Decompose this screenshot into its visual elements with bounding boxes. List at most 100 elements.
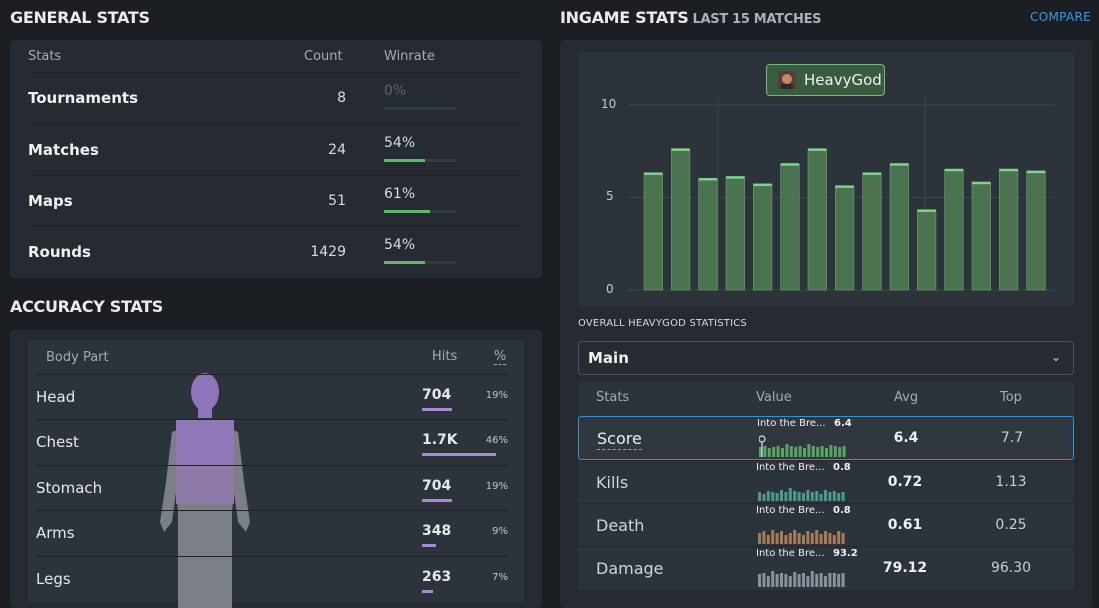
chart-bar[interactable] xyxy=(862,173,882,291)
spark-bar xyxy=(811,446,815,457)
stats-header-top: Top xyxy=(1000,390,1022,405)
stats-row-kills[interactable]: Kills Into the Bre... 0.8 0.72 1.13 xyxy=(578,460,1074,503)
spark-bar xyxy=(828,492,832,501)
table-row: Chest 1.7K 46% xyxy=(36,419,508,464)
sparkline[interactable] xyxy=(758,520,848,544)
overall-stats-label: OVERALL HEAVYGOD STATISTICS xyxy=(578,318,747,329)
winrate-bar-fill xyxy=(384,159,425,162)
general-header-stats: Stats xyxy=(28,49,62,64)
spark-bar xyxy=(816,447,820,457)
score-bar-chart xyxy=(628,97,1054,291)
spark-bar xyxy=(807,444,811,457)
ingame-subtitle: LAST 15 MATCHES xyxy=(692,12,822,27)
stat-avg: 79.12 xyxy=(882,560,928,576)
accuracy-header-pct[interactable]: % xyxy=(494,349,507,365)
spark-bar xyxy=(837,531,841,544)
chart-bar-top xyxy=(726,176,745,179)
general-stats-panel: Stats Count Winrate Tournaments 8 0% Matche… xyxy=(10,40,542,278)
spark-bar xyxy=(766,535,770,544)
ingame-title-text: INGAME STATS xyxy=(560,8,689,27)
chart-bar[interactable] xyxy=(971,182,991,291)
winrate-bar-fill xyxy=(384,261,425,264)
spark-value: 6.4 xyxy=(834,418,852,429)
spark-bar xyxy=(775,574,779,587)
sparkline[interactable] xyxy=(758,563,848,587)
general-row-count: 1429 xyxy=(310,244,346,260)
chart-bar-top xyxy=(753,183,772,187)
spark-bar xyxy=(793,530,797,544)
y-tick-5: 5 xyxy=(606,189,614,203)
chart-bar[interactable] xyxy=(889,163,909,291)
y-tick-0: 0 xyxy=(606,282,614,296)
stats-row-score[interactable]: Score Into the Bre... 6.4 6.4 7.7 xyxy=(578,416,1074,460)
chart-bar[interactable] xyxy=(835,186,855,291)
y-tick-10: 10 xyxy=(601,97,617,111)
winrate-bar-track xyxy=(384,210,456,213)
chart-bar[interactable] xyxy=(643,173,663,291)
body-part-name: Legs xyxy=(36,570,71,588)
spark-bar xyxy=(825,448,828,457)
chart-bar[interactable] xyxy=(780,163,800,291)
table-row: Stomach 704 19% xyxy=(36,465,508,510)
stats-header-avg: Avg xyxy=(894,390,919,405)
body-part-pct: 9% xyxy=(492,526,508,537)
spark-bar xyxy=(767,448,771,457)
spark-bar xyxy=(819,534,823,544)
chart-bar[interactable] xyxy=(725,176,745,291)
general-row-winrate: 61% xyxy=(384,186,416,202)
general-row-name: Rounds xyxy=(28,243,91,261)
body-part-hits: 348 xyxy=(422,523,452,539)
chart-bar[interactable] xyxy=(999,169,1019,291)
stats-row-death[interactable]: Death Into the Bre... 0.8 0.61 0.25 xyxy=(578,503,1074,546)
spark-bar xyxy=(828,533,832,544)
spark-bar xyxy=(775,533,779,544)
chart-bar[interactable] xyxy=(807,149,827,291)
chart-bar[interactable] xyxy=(671,149,691,291)
chart-bar[interactable] xyxy=(753,184,773,291)
chart-bar-top xyxy=(972,181,991,185)
spark-bar xyxy=(802,535,805,544)
spark-bar xyxy=(810,533,814,544)
spark-bar xyxy=(806,490,810,501)
spark-bar xyxy=(758,574,761,587)
stats-category-select[interactable]: Main ⌄ xyxy=(578,341,1074,375)
table-row: Arms 348 9% xyxy=(36,510,508,555)
spark-bar xyxy=(832,491,836,501)
spark-bar xyxy=(824,531,827,544)
table-row: Matches 24 54% xyxy=(28,124,524,175)
stat-name: Damage xyxy=(596,559,664,578)
stats-row-damage[interactable]: Damage Into the Bre... 93.2 79.12 96.30 xyxy=(578,546,1074,589)
spark-bar xyxy=(833,446,837,457)
chart-bar[interactable] xyxy=(1026,171,1046,291)
chart-bar-top xyxy=(698,178,718,181)
table-row: Legs 263 7% xyxy=(36,556,508,601)
spark-bar xyxy=(806,531,810,544)
spark-bar xyxy=(797,492,801,501)
spark-bar xyxy=(829,445,833,457)
compare-link[interactable]: COMPARE xyxy=(1030,10,1091,24)
spark-bar xyxy=(771,492,775,501)
sparkline[interactable] xyxy=(759,433,849,457)
general-row-name: Tournaments xyxy=(28,89,139,107)
chart-bar[interactable] xyxy=(917,210,937,291)
table-row: Rounds 1429 54% xyxy=(28,226,524,277)
sparkline[interactable] xyxy=(758,477,848,501)
spark-bar xyxy=(771,571,775,587)
table-row: Maps 51 61% xyxy=(28,175,524,226)
spark-bar xyxy=(766,576,770,587)
accuracy-stats-title: ACCURACY STATS xyxy=(10,297,164,316)
spark-bar xyxy=(793,572,797,587)
spark-bar xyxy=(815,530,819,544)
chart-bar[interactable] xyxy=(698,178,718,291)
spark-bar xyxy=(838,447,842,457)
player-chip[interactable]: HeavyGod xyxy=(766,64,885,96)
spark-bar xyxy=(820,446,824,457)
spark-bar xyxy=(780,531,783,544)
chart-bar[interactable] xyxy=(944,169,964,291)
general-header-count: Count xyxy=(304,49,343,64)
spark-label: Into the Bre... xyxy=(756,548,825,559)
player-name: HeavyGod xyxy=(804,71,882,89)
spark-bar xyxy=(832,573,836,587)
chart-bar-top xyxy=(835,185,854,188)
general-row-name: Matches xyxy=(28,141,99,159)
